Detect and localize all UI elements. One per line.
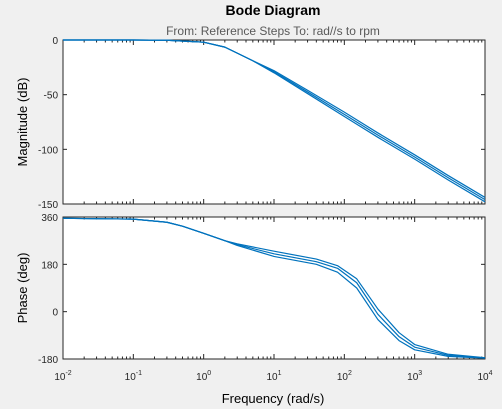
x-tick-label: 104 bbox=[477, 370, 492, 383]
x-tick-label: 100 bbox=[196, 370, 211, 383]
magnitude-ytick-label: -100 bbox=[38, 145, 58, 156]
chart-subtitle: From: Reference Steps To: rad//s to rpm bbox=[166, 24, 380, 38]
x-tick-label: 10-2 bbox=[54, 370, 71, 383]
phase-ytick-label: 0 bbox=[52, 308, 58, 319]
magnitude-ytick-label: -50 bbox=[44, 91, 59, 102]
phase-ylabel: Phase (deg) bbox=[15, 253, 30, 324]
chart-title: Bode Diagram bbox=[226, 2, 321, 18]
magnitude-series-line-3 bbox=[63, 39, 486, 198]
x-tick-label: 10-1 bbox=[125, 370, 142, 383]
magnitude-series bbox=[63, 39, 486, 203]
x-tick-label: 102 bbox=[337, 370, 352, 383]
x-axis-label: Frequency (rad/s) bbox=[222, 391, 325, 406]
phase-ytick-label: -180 bbox=[38, 355, 58, 366]
phase-ytick-label: 180 bbox=[41, 260, 58, 271]
phase-ticks: 360 180 0 -180 bbox=[38, 213, 486, 366]
phase-series bbox=[62, 217, 486, 359]
magnitude-ytick-label: 0 bbox=[52, 36, 58, 47]
x-tick-label: 103 bbox=[407, 370, 422, 383]
magnitude-axes bbox=[62, 39, 486, 205]
magnitude-ylabel: Magnitude (dB) bbox=[15, 78, 30, 167]
phase-ytick-label: 360 bbox=[41, 213, 58, 224]
x-tick-label: 101 bbox=[266, 370, 281, 383]
phase-series-line-3 bbox=[62, 217, 486, 359]
x-tick-labels: 10-2 10-1 100 101 102 103 104 bbox=[54, 370, 492, 383]
phase-axes bbox=[62, 216, 486, 360]
magnitude-ytick-label: -150 bbox=[38, 200, 58, 211]
